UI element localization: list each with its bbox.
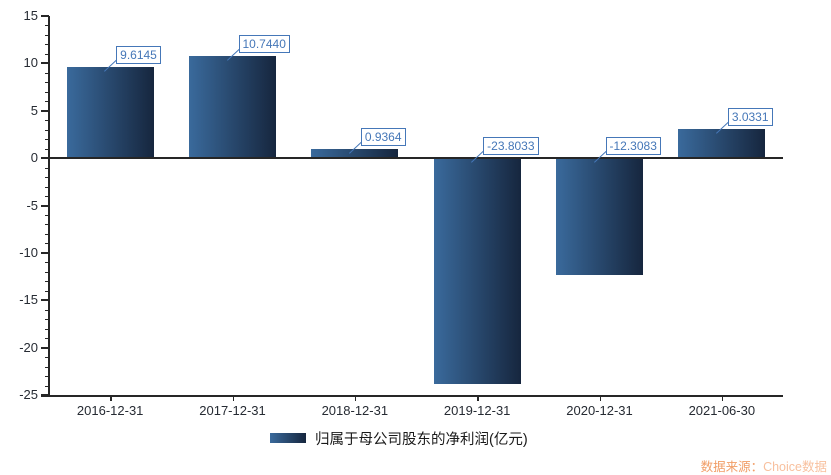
value-label: 0.9364 xyxy=(360,128,406,147)
y-axis-tick-minor xyxy=(45,44,49,46)
y-axis-label: -5 xyxy=(26,197,38,213)
y-axis-tick-minor xyxy=(45,129,49,131)
y-axis-tick-major xyxy=(41,346,49,349)
y-axis-tick-minor xyxy=(45,101,49,103)
y-axis-label: 0 xyxy=(30,150,38,166)
legend-swatch-icon xyxy=(270,433,306,443)
y-axis-tick-minor xyxy=(45,91,49,93)
bar xyxy=(311,149,399,159)
y-axis-tick-minor xyxy=(45,139,49,141)
y-axis-tick-minor xyxy=(45,196,49,198)
y-axis-tick-major xyxy=(41,109,49,112)
y-axis-tick-minor xyxy=(45,82,49,84)
bar xyxy=(66,67,154,159)
x-axis-label: 2017-12-31 xyxy=(199,403,266,418)
value-label: 10.7440 xyxy=(238,35,290,54)
y-axis-tick-major xyxy=(41,299,49,302)
y-axis-label: 15 xyxy=(23,8,38,23)
bar xyxy=(556,158,643,275)
value-label: -12.3083 xyxy=(605,137,661,156)
y-axis-label: -10 xyxy=(19,244,38,260)
y-axis-label: -25 xyxy=(19,387,38,402)
y-axis-tick-minor xyxy=(45,214,49,216)
value-label: 3.0331 xyxy=(727,108,773,127)
y-axis-tick-minor xyxy=(45,167,49,169)
y-axis-tick-major xyxy=(41,204,49,207)
x-axis-tick xyxy=(232,395,234,401)
y-axis-tick-major xyxy=(41,157,49,160)
y-axis-tick-minor xyxy=(45,385,49,387)
y-axis-tick-major xyxy=(41,251,49,254)
y-axis-tick-minor xyxy=(45,366,49,368)
x-axis-tick xyxy=(477,395,479,401)
y-axis-tick-minor xyxy=(45,338,49,340)
y-axis-tick-minor xyxy=(45,328,49,330)
y-axis-tick-minor xyxy=(45,281,49,283)
y-axis-line xyxy=(48,16,50,397)
y-axis-tick-minor xyxy=(45,376,49,378)
y-axis-label: -20 xyxy=(19,339,38,355)
y-axis-tick-minor xyxy=(45,34,49,36)
y-axis-tick-minor xyxy=(45,262,49,264)
bar xyxy=(678,129,766,159)
y-axis-tick-minor xyxy=(45,357,49,359)
y-axis-tick-major xyxy=(41,15,49,17)
y-axis-tick-minor xyxy=(45,271,49,273)
y-axis-tick-minor xyxy=(45,148,49,150)
chart-legend: 归属于母公司股东的净利润(亿元) xyxy=(270,429,528,448)
bar xyxy=(433,158,521,384)
y-axis-tick-minor xyxy=(45,224,49,226)
y-axis-label: 5 xyxy=(30,102,38,118)
y-axis-tick-minor xyxy=(45,53,49,55)
x-axis-label: 2018-12-31 xyxy=(321,403,389,418)
y-axis-tick-minor xyxy=(45,25,49,27)
y-axis-tick-minor xyxy=(45,309,49,311)
x-axis-label: 2020-12-31 xyxy=(566,403,633,418)
x-axis-label: 2016-12-31 xyxy=(76,403,144,418)
y-axis-tick-minor xyxy=(45,319,49,321)
y-axis-tick-minor xyxy=(45,120,49,122)
x-axis-label: 2019-12-31 xyxy=(443,403,511,418)
value-label: -23.8033 xyxy=(483,137,539,156)
x-axis-tick xyxy=(599,395,601,401)
zero-line xyxy=(49,157,783,160)
y-axis-label: 10 xyxy=(23,55,38,71)
x-axis-tick xyxy=(110,395,112,401)
x-axis-tick xyxy=(721,395,724,401)
x-axis-tick xyxy=(354,395,357,401)
y-axis-tick-minor xyxy=(45,290,49,292)
x-axis-label: 2021-06-30 xyxy=(688,403,756,418)
y-axis-label: -15 xyxy=(19,292,38,308)
y-axis-tick-minor xyxy=(45,72,49,74)
y-axis-tick-minor xyxy=(45,243,49,245)
y-axis-tick-minor xyxy=(45,186,49,188)
data-source: 数据来源：Choice数据 xyxy=(701,456,827,475)
y-axis-tick-minor xyxy=(45,177,49,179)
value-label: 9.6145 xyxy=(116,46,161,65)
y-axis-tick-major xyxy=(41,62,49,65)
bar xyxy=(189,56,276,159)
legend-label: 归属于母公司股东的净利润(亿元) xyxy=(315,431,528,448)
x-axis-line xyxy=(41,395,783,397)
y-axis-tick-minor xyxy=(45,233,49,235)
source-prefix: 数据来源： xyxy=(700,460,764,474)
source-brand: Choice数据 xyxy=(763,460,827,474)
